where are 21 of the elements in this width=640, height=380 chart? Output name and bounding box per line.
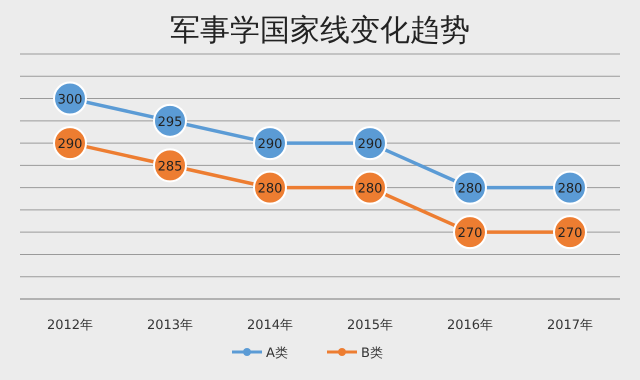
x-tick-label: 2013年 [146, 318, 194, 333]
data-label: 270 [558, 226, 582, 242]
data-label: 280 [358, 182, 382, 197]
data-label: 280 [458, 182, 482, 197]
data-label: 290 [258, 137, 282, 152]
chart-title: 军事学国家线变化趋势 [170, 13, 470, 48]
data-label: 290 [58, 137, 82, 152]
legend-label: A类 [266, 346, 288, 361]
x-tick-label: 2016年 [446, 318, 494, 333]
data-label: 270 [458, 226, 482, 242]
legend-label: B类 [361, 346, 383, 361]
x-tick-label: 2017年 [546, 318, 594, 333]
data-label: 285 [158, 159, 182, 174]
data-label: 295 [158, 114, 182, 130]
data-label: 280 [258, 182, 282, 197]
data-label: 300 [58, 92, 82, 108]
data-label: 280 [558, 182, 582, 197]
data-label: 290 [358, 137, 382, 152]
x-tick-label: 2012年 [46, 318, 94, 333]
x-tick-label: 2015年 [346, 318, 394, 333]
x-tick-label: 2014年 [246, 318, 294, 333]
